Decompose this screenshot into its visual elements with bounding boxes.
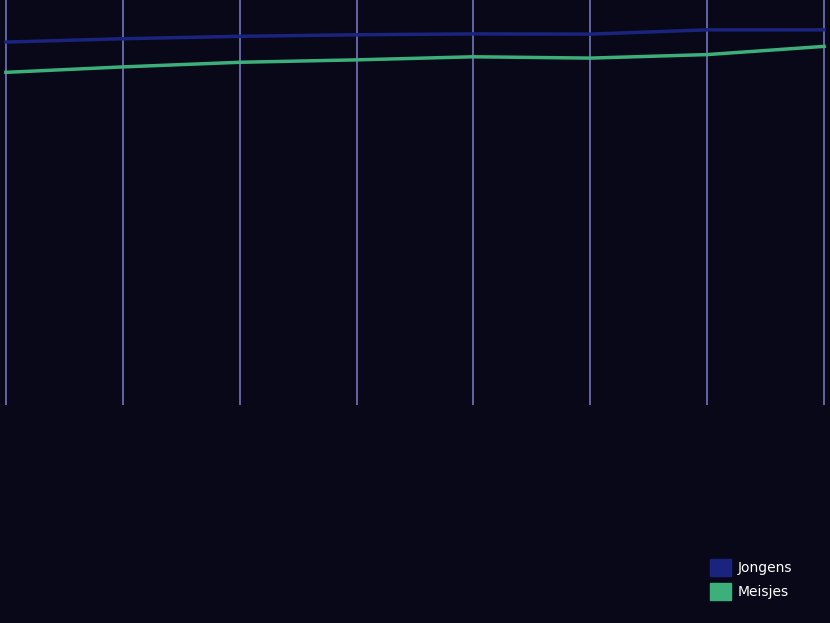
Legend: Jongens, Meisjes: Jongens, Meisjes bbox=[705, 553, 798, 605]
